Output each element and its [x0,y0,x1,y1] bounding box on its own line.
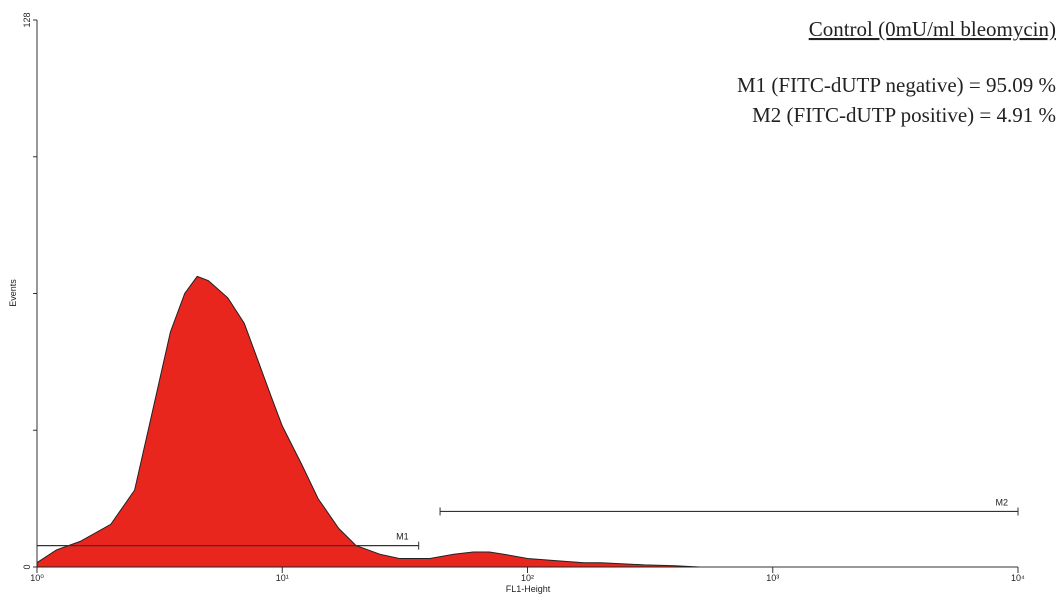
marker-label: M2 [995,497,1008,507]
annotation: M1 (FITC-dUTP negative) = 95.09 % [737,73,1056,97]
x-axis-label: FL1-Height [506,584,551,594]
x-tick-label: 10⁴ [1011,573,1025,583]
chart-title: Control (0mU/ml bleomycin) [809,17,1056,41]
marker-label: M1 [396,532,409,542]
y-axis-label: Events [8,279,18,307]
x-tick-label: 10² [521,573,534,583]
annotation: M2 (FITC-dUTP positive) = 4.91 % [752,103,1056,127]
x-tick-label: 10³ [766,573,779,583]
histogram-area [36,275,699,568]
x-tick-label: 10¹ [276,573,289,583]
y-tick-label: 128 [22,12,32,27]
x-tick-label: 10⁰ [30,573,44,583]
y-tick-label: 0 [22,564,32,569]
